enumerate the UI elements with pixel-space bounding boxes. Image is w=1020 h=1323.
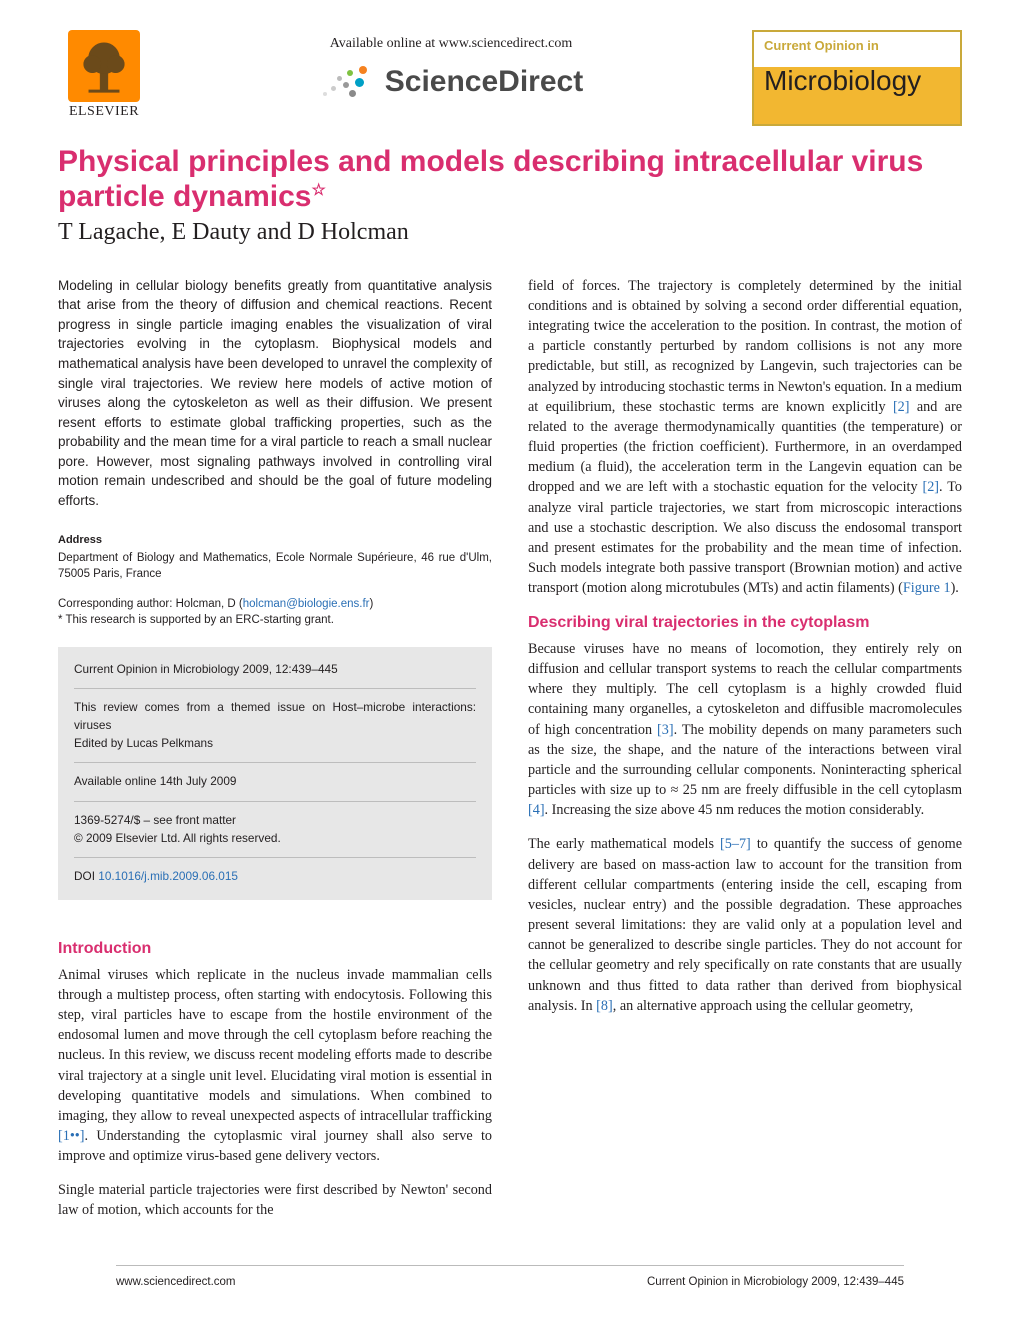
- figure-1-link[interactable]: Figure 1: [903, 580, 951, 596]
- abstract-text: Modeling in cellular biology benefits gr…: [58, 276, 492, 511]
- journal-badge: Current Opinion in Microbiology: [752, 30, 962, 126]
- ref-link-3[interactable]: [3]: [657, 722, 674, 738]
- ref-link-2a[interactable]: [2]: [893, 399, 910, 415]
- intro-p1-a: Animal viruses which replicate in the nu…: [58, 967, 492, 1124]
- title-block: Physical principles and models describin…: [0, 144, 1020, 276]
- tp2-a: The early mathematical models: [528, 836, 720, 852]
- traj-paragraph-2: The early mathematical models [5–7] to q…: [528, 834, 962, 1015]
- journal-badge-top: Current Opinion in: [754, 32, 960, 53]
- info-doi-link[interactable]: 10.1016/j.mib.2009.06.015: [98, 869, 238, 883]
- tp2-c: , an alternative approach using the cell…: [613, 998, 913, 1014]
- corr-close: ): [369, 598, 373, 610]
- corr-note: * This research is supported by an ERC-s…: [58, 614, 334, 626]
- two-column-body: Modeling in cellular biology benefits gr…: [0, 276, 1020, 1265]
- intro-paragraph-1: Animal viruses which replicate in the nu…: [58, 965, 492, 1167]
- tp1-c: . Increasing the size above 45 nm reduce…: [545, 802, 925, 818]
- info-doi-line: DOI 10.1016/j.mib.2009.06.015: [74, 868, 476, 886]
- traj-paragraph-1: Because viruses have no means of locomot…: [528, 639, 962, 820]
- c2p1-a: field of forces. The trajectory is compl…: [528, 278, 962, 415]
- header-center: Available online at www.sciencedirect.co…: [150, 30, 752, 100]
- info-citation: Current Opinion in Microbiology 2009, 12…: [74, 661, 476, 679]
- corr-email-link[interactable]: holcman@biologie.ens.fr: [243, 598, 370, 610]
- corresponding-author: Corresponding author: Holcman, D (holcma…: [58, 596, 492, 628]
- corr-label: Corresponding author: Holcman, D (: [58, 598, 243, 610]
- address-body: Department of Biology and Mathematics, E…: [58, 550, 492, 582]
- c2p1-d: ).: [951, 580, 959, 596]
- ref-link-2b[interactable]: [2]: [922, 479, 939, 495]
- available-online-text: Available online at www.sciencedirect.co…: [150, 36, 752, 52]
- info-sep: [74, 688, 476, 689]
- article-title-text: Physical principles and models describin…: [58, 145, 923, 213]
- info-available: Available online 14th July 2009: [74, 773, 476, 791]
- page-footer: www.sciencedirect.com Current Opinion in…: [116, 1265, 904, 1314]
- elsevier-label: ELSEVIER: [58, 104, 150, 120]
- right-column: field of forces. The trajectory is compl…: [528, 276, 962, 1235]
- info-edited: Edited by Lucas Pelkmans: [74, 735, 476, 753]
- sciencedirect-logo[interactable]: ScienceDirect: [150, 64, 752, 100]
- title-footnote-star: ☆: [311, 182, 325, 199]
- section-heading-introduction: Introduction: [58, 938, 492, 961]
- article-info-box: Current Opinion in Microbiology 2009, 12…: [58, 647, 492, 901]
- info-sep: [74, 857, 476, 858]
- ref-link-5-7[interactable]: [5–7]: [720, 836, 751, 852]
- col2-paragraph-1: field of forces. The trajectory is compl…: [528, 276, 962, 599]
- address-heading: Address: [58, 533, 492, 549]
- sciencedirect-text: ScienceDirect: [385, 65, 583, 99]
- tp2-b: to quantify the success of genome delive…: [528, 836, 962, 1013]
- footer-right: Current Opinion in Microbiology 2009, 12…: [647, 1276, 904, 1288]
- info-copyright: © 2009 Elsevier Ltd. All rights reserved…: [74, 830, 476, 848]
- info-doi-label: DOI: [74, 869, 98, 883]
- info-issn: 1369-5274/$ – see front matter: [74, 812, 476, 830]
- info-themed: This review comes from a themed issue on…: [74, 699, 476, 734]
- info-sep: [74, 801, 476, 802]
- ref-link-8[interactable]: [8]: [596, 998, 613, 1014]
- article-title: Physical principles and models describin…: [58, 144, 962, 215]
- elsevier-tree-icon: [68, 30, 140, 102]
- footer-left: www.sciencedirect.com: [116, 1276, 236, 1288]
- c2p1-c: . To analyze viral particle trajectories…: [528, 479, 962, 596]
- intro-p1-b: . Understanding the cytoplasmic viral jo…: [58, 1128, 492, 1164]
- intro-paragraph-2: Single material particle trajectories we…: [58, 1180, 492, 1220]
- journal-badge-bottom: Microbiology: [754, 53, 960, 97]
- ref-link-4[interactable]: [4]: [528, 802, 545, 818]
- authors-line: T Lagache, E Dauty and D Holcman: [58, 219, 962, 246]
- left-column: Modeling in cellular biology benefits gr…: [58, 276, 492, 1235]
- ref-link-1[interactable]: [1••]: [58, 1128, 84, 1144]
- info-sep: [74, 762, 476, 763]
- section-heading-trajectories: Describing viral trajectories in the cyt…: [528, 612, 962, 635]
- elsevier-logo-block: ELSEVIER: [58, 30, 150, 120]
- sd-dots-icon: [319, 64, 375, 100]
- footer-wrap: www.sciencedirect.com Current Opinion in…: [0, 1265, 1020, 1314]
- page-header: ELSEVIER Available online at www.science…: [0, 0, 1020, 144]
